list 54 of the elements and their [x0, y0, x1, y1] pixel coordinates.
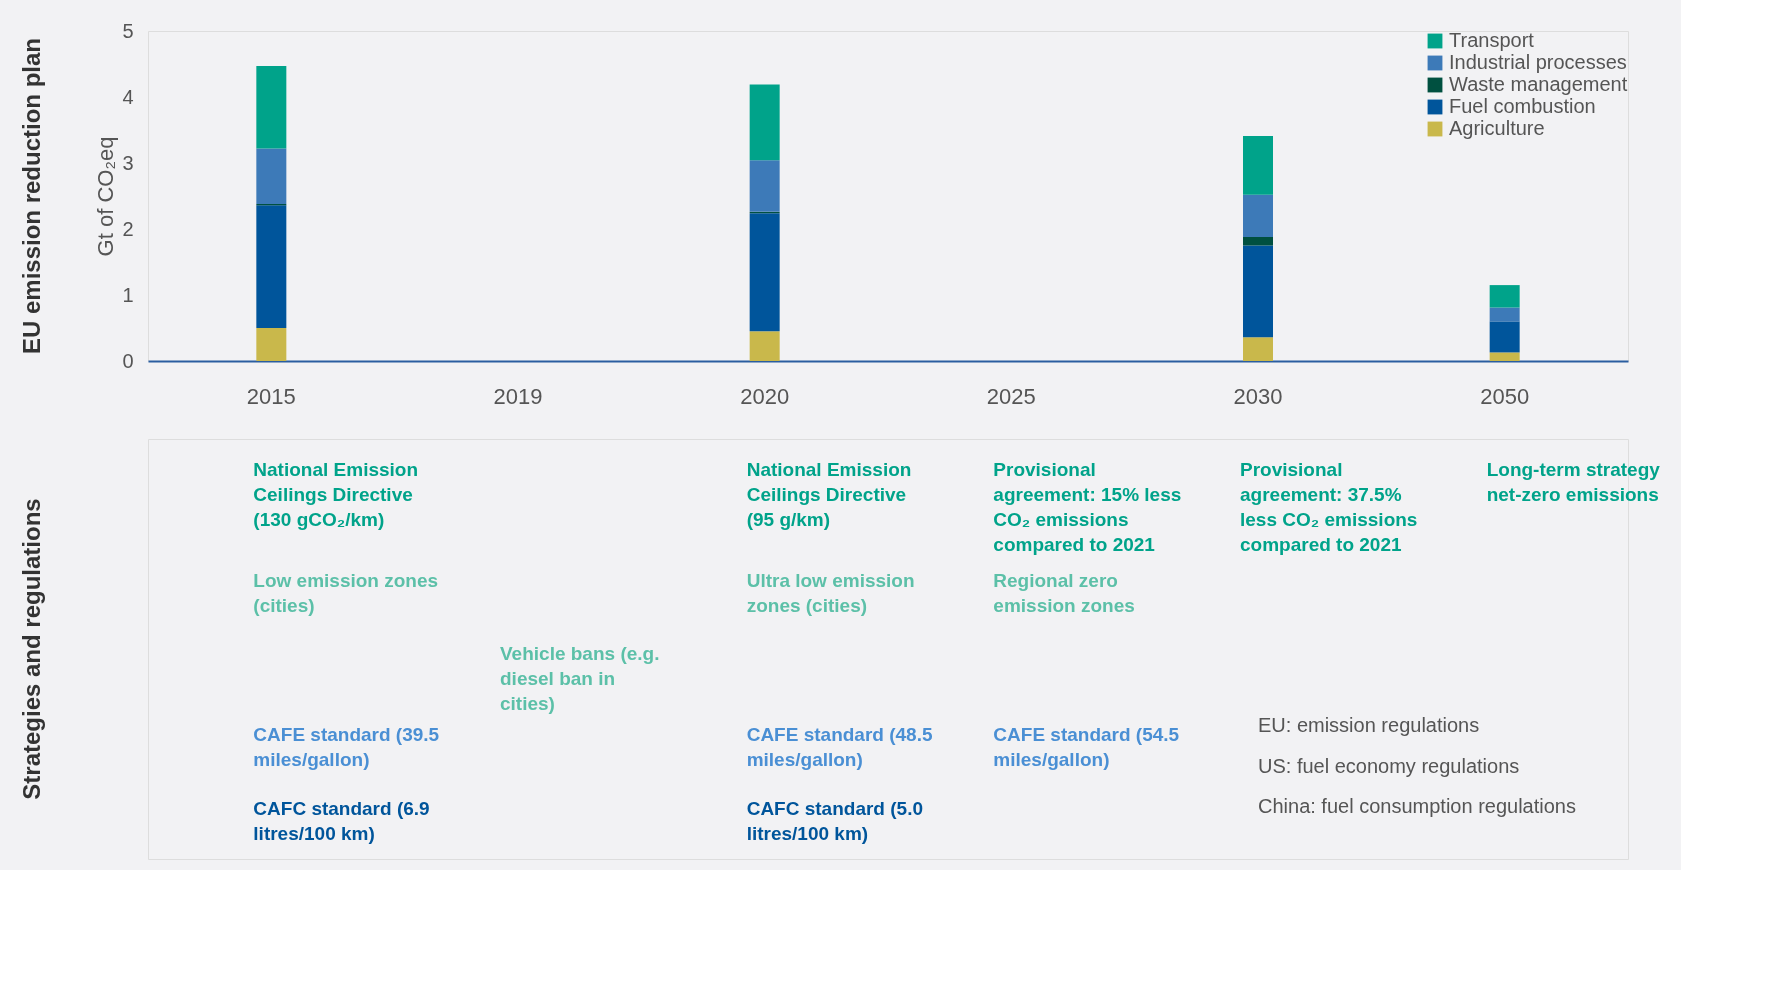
x-tick-label: 2019 — [493, 383, 543, 409]
bar — [749, 160, 780, 212]
y-tick-label: 0 — [122, 349, 134, 372]
bar — [1489, 352, 1520, 361]
x-tick-label: 2050 — [1480, 383, 1530, 409]
legend-label: Fuel combustion — [1449, 95, 1596, 117]
y-axis-title: Gt of CO₂eq — [93, 136, 119, 257]
bar — [1489, 307, 1520, 322]
text: CAFC standard (5.0 litres/100 km) — [746, 798, 923, 845]
text: Regional zero emission zones — [993, 569, 1135, 616]
bar — [256, 148, 287, 204]
y-tick-label: 5 — [122, 19, 134, 42]
y-tick-label: 3 — [122, 151, 134, 174]
legend-label: Industrial processes — [1449, 51, 1627, 73]
text: EU: emission regulations — [1258, 714, 1480, 737]
text: Low emission zones (cities) — [253, 569, 439, 616]
text: CAFC standard (6.9 litres/100 km) — [253, 798, 430, 845]
legend-label: Waste management — [1449, 73, 1628, 95]
text: Vehicle bans (e.g. diesel ban in cities) — [500, 643, 660, 715]
text: National Emission Ceilings Directive (95 g/km) — [746, 459, 912, 531]
bar — [1489, 285, 1520, 308]
text: US: fuel economy regulations — [1258, 754, 1520, 777]
bar — [1243, 236, 1273, 246]
text: China: fuel consumption regulations — [1258, 795, 1576, 818]
x-tick-label: 2020 — [740, 383, 790, 409]
bar — [256, 328, 287, 361]
y-tick-label: 1 — [122, 283, 134, 306]
bar — [1489, 321, 1520, 353]
text: Provisional agreement: 15% less CO₂ emissions compared to 2021 — [993, 459, 1182, 556]
bar — [1243, 194, 1273, 237]
x-tick-label: 2025 — [986, 383, 1036, 409]
text: Strategies and regulations — [18, 498, 45, 800]
bar — [749, 213, 780, 332]
y-tick-label: 2 — [122, 217, 134, 240]
text: Long-term strategy net-zero emissions — [1486, 459, 1661, 506]
bar — [256, 205, 287, 328]
legend-label: Transport — [1449, 29, 1535, 51]
bar — [1243, 245, 1273, 338]
legend-label: Agriculture — [1449, 117, 1545, 139]
text: Provisional agreement: 37.5% less CO₂ emissions compared to 2021 — [1240, 459, 1418, 556]
text: EU emission reduction plan — [18, 37, 45, 355]
text: National Emission Ceilings Directive (130 gCO₂/km) — [253, 459, 419, 531]
y-tick-label: 4 — [122, 85, 134, 108]
x-tick-label: 2030 — [1233, 383, 1283, 409]
bar — [256, 65, 287, 149]
text: Ultra low emission zones (cities) — [746, 569, 915, 616]
text: CAFE standard (54.5 miles/gallon) — [993, 724, 1180, 771]
bar — [749, 84, 780, 161]
text: CAFE standard (48.5 miles/gallon) — [746, 724, 933, 771]
bar — [1243, 135, 1273, 195]
bar — [1243, 337, 1273, 361]
bar — [749, 331, 780, 361]
text: CAFE standard (39.5 miles/gallon) — [253, 724, 440, 771]
x-tick-label: 2015 — [246, 383, 296, 409]
